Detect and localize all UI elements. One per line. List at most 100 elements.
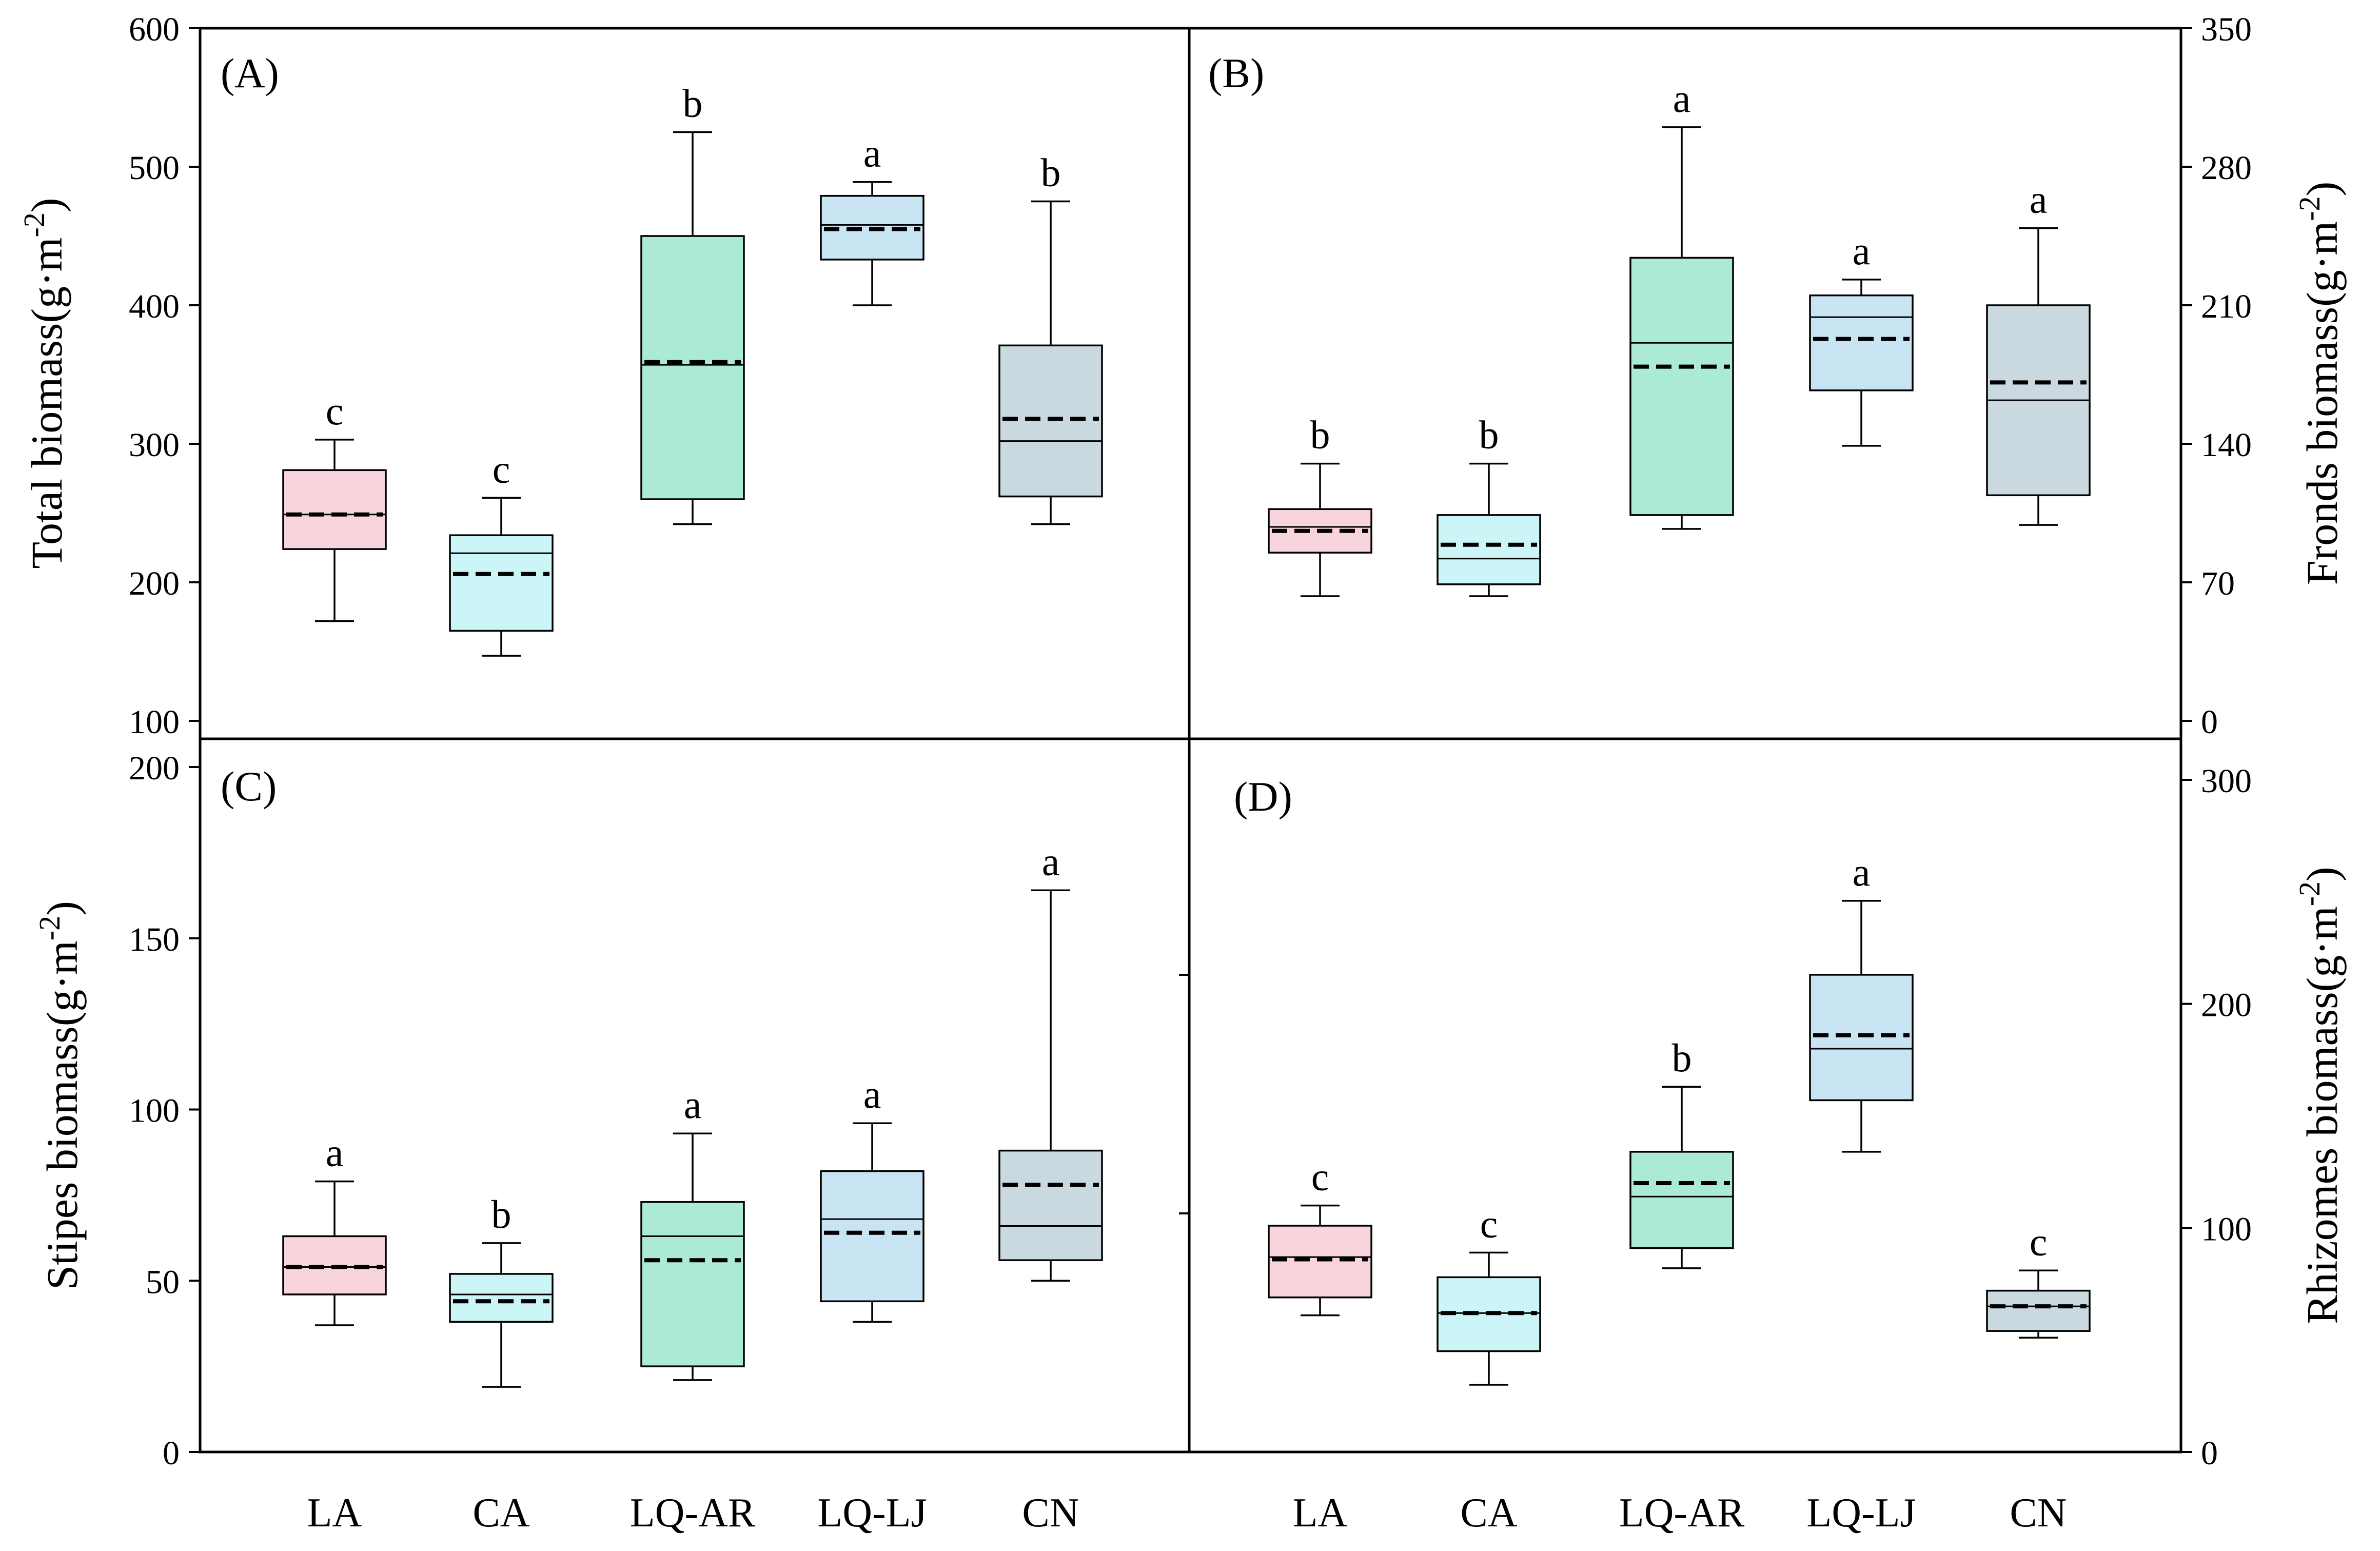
box-cn: c CN [1986,1219,2091,1536]
box-lq-lj: a LQ-LJ [1806,850,1916,1536]
significance-letter: b [1041,150,1061,195]
y-axis-title-stipes: Stipes biomass(g·m-2) [33,901,87,1290]
iqr-box [449,534,554,632]
panel-label-b: (B) [1208,50,1264,96]
significance-letter: c [2030,1219,2048,1264]
iqr-box [449,1273,554,1323]
x-tick-label: LQ-AR [630,1490,756,1536]
iqr-box [820,1170,925,1303]
y-tick-label: 400 [129,288,180,325]
box-lq-ar: b LQ-AR [1619,1035,1745,1536]
box-lq-lj: a LQ-LJ [817,1072,927,1536]
significance-letter: a [1673,76,1691,121]
significance-letter: a [1853,228,1871,273]
significance-letter: a [863,1072,881,1116]
iqr-box [1629,257,1734,516]
y-tick-label: 200 [129,565,180,602]
box-la: a LA [282,1130,387,1536]
iqr-box [1809,974,1914,1102]
panel-1: 100 200 300 400 500 600 c c b a b [129,11,1103,741]
box-ca: c CA [1437,1201,1541,1536]
iqr-box [1986,1289,2091,1332]
iqr-box [1268,1225,1372,1299]
box-lq-ar: a LQ-AR [630,1082,756,1536]
iqr-box [1437,514,1541,585]
y-tick-label: 300 [2201,762,2252,800]
x-tick-label: LQ-LJ [817,1490,927,1536]
y-tick-label: 50 [146,1263,180,1301]
box-lq-ar: b [640,81,745,525]
y-axis-title-fronds: Fronds biomass(g·m-2) [2293,182,2347,585]
significance-letter: b [1479,413,1499,457]
x-tick-label: CA [1460,1490,1517,1536]
y-tick-label: 500 [129,149,180,187]
y-tick-label: 150 [129,921,180,958]
box-lq-ar: a [1629,76,1734,530]
y-tick-label: 200 [129,750,180,787]
box-la: b [1268,413,1372,597]
box-cn: a [1986,177,2091,526]
x-tick-label: LA [307,1490,362,1536]
y-tick-label: 70 [2201,565,2235,602]
panel-2: 0 70 140 210 280 350 b b a a a [1268,11,2252,741]
x-tick-label: CN [2010,1490,2067,1536]
box-cn: a CN [998,839,1103,1536]
significance-letter: a [684,1082,702,1127]
y-tick-label: 140 [2201,426,2252,464]
iqr-box [1809,294,1914,391]
panel-3: 0 50 100 150 200 a LA b CA a LQ-AR a LQ-LJ a CN [129,750,1103,1536]
y-tick-label: 210 [2201,288,2252,325]
box-lq-lj: a [820,131,925,306]
box-cn: b [998,150,1103,525]
panel-label-a: (A) [221,50,279,96]
x-tick-label: LA [1293,1490,1348,1536]
x-tick-label: LQ-AR [1619,1490,1745,1536]
significance-letter: b [1672,1035,1692,1080]
iqr-box [640,1201,745,1367]
significance-letter: c [493,446,510,491]
iqr-box [998,1149,1103,1261]
x-tick-label: CA [473,1490,529,1536]
box-ca: b CA [449,1192,554,1536]
box-la: c LA [1268,1154,1372,1536]
iqr-box [282,469,387,550]
box-lq-lj: a [1809,228,1914,447]
significance-letter: a [863,131,881,175]
panel-4: 0 100 200 300 c LA c CA b LQ-AR a LQ-LJ c CN [1268,762,2252,1536]
box-ca: c [449,446,554,657]
y-tick-label: 200 [2201,987,2252,1024]
x-tick-label: CN [1022,1490,1079,1536]
significance-letter: a [1042,839,1060,884]
x-tick-label: LQ-LJ [1806,1490,1916,1536]
panel-label-d: (D) [1234,773,1292,820]
y-tick-label: 0 [163,1435,180,1472]
significance-letter: a [326,1130,344,1175]
y-tick-label: 100 [129,1092,180,1130]
significance-letter: c [1311,1154,1329,1199]
significance-letter: c [1480,1201,1498,1246]
iqr-box [998,344,1103,498]
y-tick-label: 300 [129,426,180,464]
significance-letter: c [326,388,344,433]
y-tick-label: 100 [2201,1210,2252,1248]
iqr-box [1629,1151,1734,1249]
y-axis-title-rhizomes: Rhizomes biomass(g·m-2) [2293,867,2347,1324]
significance-letter: a [2030,177,2048,222]
panel-label-c: (C) [221,763,277,810]
significance-letter: b [491,1192,512,1236]
y-tick-label: 0 [2201,703,2218,741]
significance-letter: a [1853,850,1871,894]
box-la: c [282,388,387,622]
y-axis-title-total: Total biomass(g·m-2) [17,198,71,568]
significance-letter: b [1310,413,1330,457]
iqr-box [640,235,745,500]
y-tick-label: 0 [2201,1435,2218,1472]
y-tick-label: 600 [129,11,180,48]
box-ca: b [1437,413,1541,597]
y-tick-label: 100 [129,703,180,741]
significance-letter: b [683,81,703,126]
y-tick-label: 280 [2201,149,2252,187]
y-tick-label: 350 [2201,11,2252,48]
